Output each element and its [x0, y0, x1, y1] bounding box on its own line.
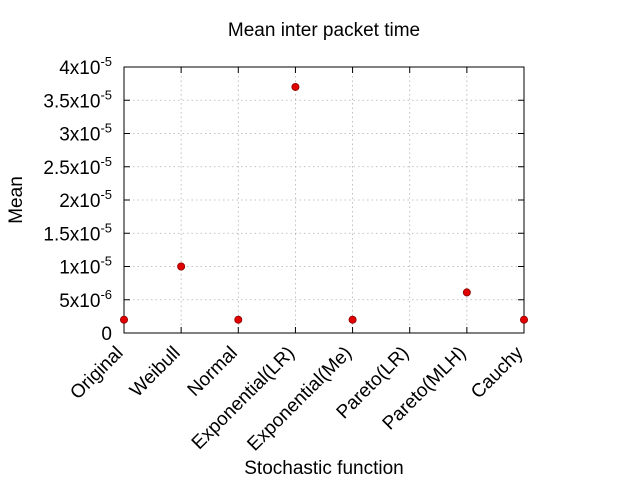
y-tick-exponent: -5: [100, 87, 112, 102]
data-point: [291, 82, 300, 91]
y-tick-label: 2x10-5: [59, 187, 112, 212]
data-point: [177, 262, 186, 271]
y-axis-label: Mean: [6, 176, 27, 224]
y-tick-exponent: -6: [100, 287, 112, 302]
y-tick-exponent: -5: [100, 187, 112, 202]
y-tick-mantissa: 4x10: [59, 58, 100, 79]
y-tick-exponent: -5: [100, 254, 112, 269]
y-tick-mantissa: 2x10: [59, 191, 100, 212]
x-axis: OriginalWeibullNormalExponential(LR)Expo…: [66, 67, 528, 455]
y-tick-label: 3.5x10-5: [43, 87, 112, 112]
chart-title: Mean inter packet time: [228, 20, 420, 41]
x-tick-label: Cauchy: [467, 342, 528, 403]
x-axis-label: Stochastic function: [244, 458, 403, 479]
x-tick-label: Exponential(LR): [188, 343, 299, 454]
y-tick-label: 2.5x10-5: [43, 154, 112, 179]
y-tick-mantissa: 3.5x10: [43, 91, 100, 112]
y-tick-label: 4x10-5: [59, 54, 112, 79]
y-tick-label: 5x10-6: [59, 287, 112, 312]
y-tick-exponent: -5: [100, 54, 112, 69]
y-tick-mantissa: 1x10: [59, 258, 100, 279]
x-tick-label: Exponential(Me): [243, 343, 356, 456]
data-point: [348, 315, 357, 324]
y-tick-exponent: -5: [100, 154, 112, 169]
y-tick-label: 1x10-5: [59, 254, 112, 279]
y-tick-exponent: -5: [100, 121, 112, 136]
y-axis: 05x10-61x10-51.5x10-52x10-52.5x10-53x10-…: [43, 54, 524, 345]
y-tick-exponent: -5: [100, 220, 112, 235]
data-point: [120, 315, 129, 324]
y-tick-mantissa: 3x10: [59, 125, 100, 146]
x-tick-label: Normal: [184, 343, 242, 401]
data-point: [520, 315, 529, 324]
x-tick-label: Original: [66, 343, 127, 404]
y-tick-label: 1.5x10-5: [43, 220, 112, 245]
y-tick-mantissa: 2.5x10: [43, 158, 100, 179]
data-point: [234, 315, 243, 324]
x-tick-label: Weibull: [126, 343, 185, 402]
data-point: [462, 288, 471, 297]
y-tick-mantissa: 5x10: [59, 291, 100, 312]
data-points: [120, 82, 529, 324]
y-tick-label: 3x10-5: [59, 121, 112, 146]
y-tick-label: 0: [101, 324, 112, 345]
y-tick-mantissa: 1.5x10: [43, 224, 100, 245]
y-tick-mantissa: 0: [101, 324, 112, 345]
